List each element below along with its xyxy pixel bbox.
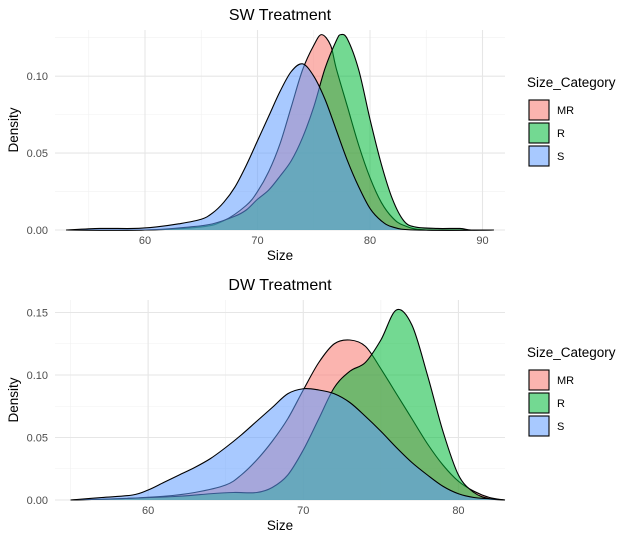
legend: Size_Category MR RS [527, 75, 616, 167]
x-axis-label: Size [267, 518, 293, 533]
x-tick-label: 70 [297, 505, 309, 517]
x-tick-label: 70 [251, 235, 263, 247]
legend-title: Size_Category [527, 345, 616, 360]
y-tick-label: 0.10 [27, 71, 48, 83]
y-tick-label: 0.00 [27, 225, 48, 237]
y-tick-label: 0.05 [27, 148, 48, 160]
y-tick-label: 0.00 [27, 495, 48, 507]
y-tick-label: 0.05 [27, 433, 48, 445]
legend-key-r [528, 122, 550, 144]
x-tick-label: 60 [139, 235, 151, 247]
legend-key-s [528, 415, 550, 437]
y-tick-label: 0.10 [27, 370, 48, 382]
density-line-s [70, 388, 506, 501]
legend-label: S [557, 421, 564, 433]
panel-dw: 60 70 80 0.00 0.05 0.10 0.15 DW Treatment Size De… [6, 277, 616, 533]
density-area-s [66, 63, 494, 231]
density-area-s [70, 388, 506, 500]
panel-sw: 60 70 80 90 0.00 0.05 0.10 SW Treatment Size Dens… [6, 7, 616, 263]
x-tick-label: 90 [476, 235, 488, 247]
x-tick-label: 80 [364, 235, 376, 247]
legend-key-mr [528, 369, 550, 391]
legend-label: S [557, 151, 564, 163]
legend-title: Size_Category [527, 75, 616, 90]
x-tick-label: 60 [142, 505, 154, 517]
legend-label: R [557, 398, 565, 410]
legend-key-mr [528, 99, 550, 121]
y-tick-label: 0.15 [27, 308, 48, 320]
y-axis-label: Density [6, 107, 21, 152]
density-line-s [66, 63, 494, 231]
legend-key-s [528, 145, 550, 167]
legend-key-r [528, 392, 550, 414]
legend: Size_Category MR RS [527, 345, 616, 437]
legend-label: R [557, 128, 565, 140]
chart-title: DW Treatment [228, 277, 332, 294]
chart-title: SW Treatment [229, 7, 332, 24]
legend-label: MR [557, 105, 574, 117]
y-axis-label: Density [6, 377, 21, 422]
x-tick-label: 80 [452, 505, 464, 517]
legend-label: MR [557, 375, 574, 387]
x-axis-label: Size [267, 248, 293, 263]
